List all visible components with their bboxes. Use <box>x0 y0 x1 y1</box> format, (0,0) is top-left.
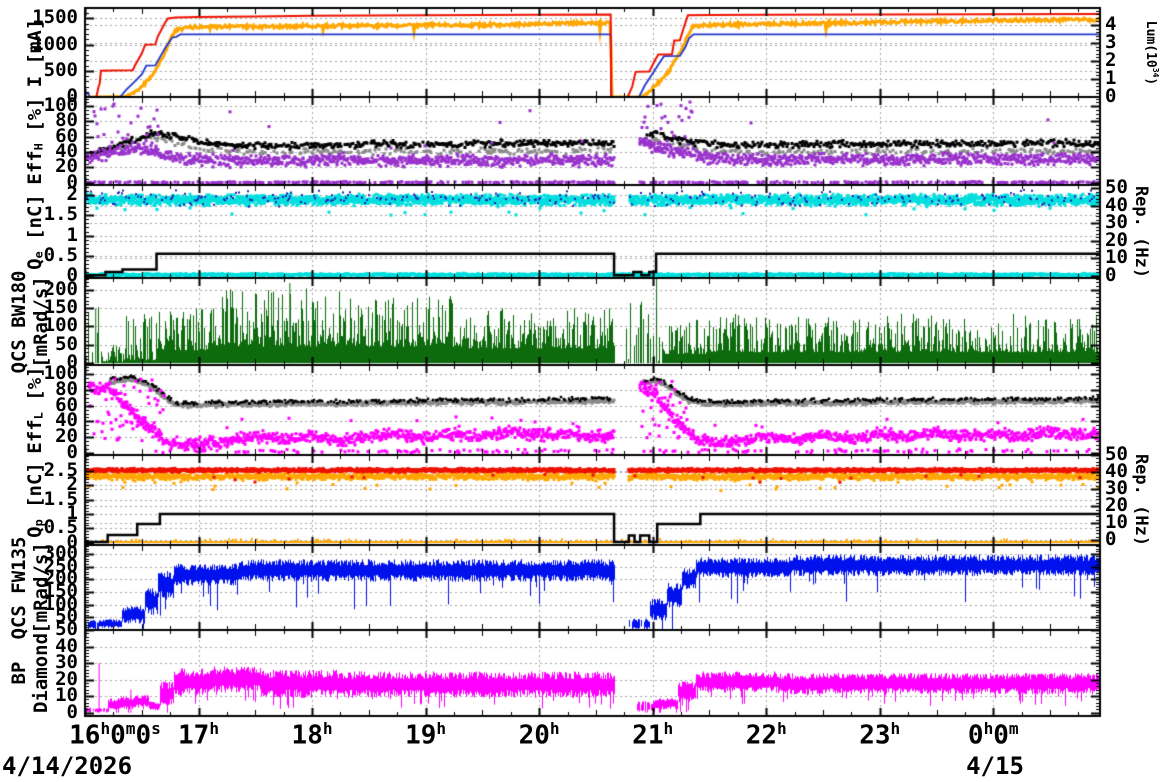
accelerator-strip-chart: 4/14/2026 4/15 0 500 1000 1500 0 1 2 3 4 Lum(1034… <box>0 0 1172 782</box>
chart-canvas <box>0 0 1172 782</box>
